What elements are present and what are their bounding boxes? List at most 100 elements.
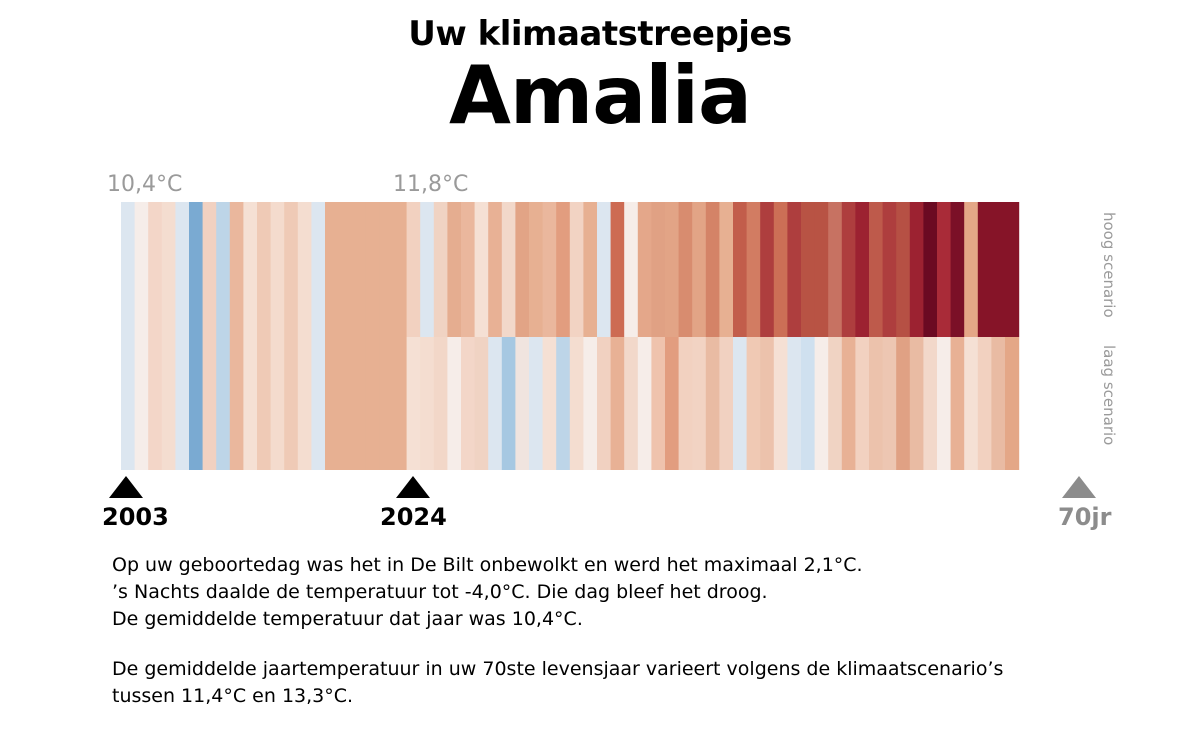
stripe-high-scenario-5 (461, 202, 476, 337)
stripe-low-scenario-29 (787, 337, 802, 470)
stripe-high-scenario-20 (665, 202, 680, 337)
stripe-high-scenario-12 (556, 202, 571, 337)
stripe-high-scenario-33 (841, 202, 856, 337)
stripe-high-scenario-21 (678, 202, 693, 337)
stripe-low-scenario-2 (420, 337, 435, 470)
stripe-low-scenario-34 (855, 337, 870, 470)
stripe-past-2007 (175, 202, 190, 470)
stripe-low-scenario-32 (828, 337, 843, 470)
stripe-past-2009 (202, 202, 217, 470)
stripe-low-scenario-13 (569, 337, 584, 470)
text-line-5: tussen 11,4°C en 13,3°C. (112, 685, 354, 707)
birth-year-marker-icon (109, 476, 143, 498)
birthday-weather-text: Op uw geboortedag was het in De Bilt onb… (112, 552, 1112, 633)
text-line-1: Op uw geboortedag was het in De Bilt onb… (112, 554, 863, 576)
current-temp-label: 11,8°C (393, 172, 469, 197)
stripe-low-scenario-10 (529, 337, 544, 470)
stripe-past-2013 (257, 202, 272, 470)
stripe-low-scenario-38 (909, 337, 924, 470)
stripe-low-scenario-26 (746, 337, 761, 470)
stripe-past-2006 (161, 202, 176, 470)
age-70-marker-icon (1062, 476, 1096, 498)
current-year-marker-icon (396, 476, 430, 498)
stripe-high-scenario-24 (719, 202, 734, 337)
stripe-high-scenario-16 (610, 202, 625, 337)
stripe-high-scenario-34 (855, 202, 870, 337)
page-subtitle: Uw klimaatstreepjes (408, 14, 792, 54)
stripe-high-scenario-35 (869, 202, 884, 337)
low-scenario-label: laag scenario (1100, 345, 1118, 446)
stripe-high-scenario-38 (909, 202, 924, 337)
stripe-high-scenario-13 (569, 202, 584, 337)
stripe-high-scenario-45 (1005, 202, 1020, 337)
stripe-high-scenario-26 (746, 202, 761, 337)
stripe-high-scenario-8 (501, 202, 516, 337)
stripe-high-scenario-18 (637, 202, 652, 337)
birth-temp-label: 10,4°C (107, 172, 183, 197)
stripe-past-2022 (379, 202, 394, 470)
stripe-high-scenario-28 (773, 202, 788, 337)
stripe-high-scenario-25 (733, 202, 748, 337)
stripe-high-scenario-44 (991, 202, 1006, 337)
stripe-past-2019 (338, 202, 353, 470)
climate-stripes-chart (121, 202, 1020, 470)
stripe-high-scenario-40 (937, 202, 952, 337)
stripe-low-scenario-28 (773, 337, 788, 470)
text-line-4: De gemiddelde jaartemperatuur in uw 70st… (112, 658, 1004, 680)
stripe-high-scenario-15 (597, 202, 612, 337)
stripe-high-scenario-43 (977, 202, 992, 337)
stripe-low-scenario-18 (637, 337, 652, 470)
stripe-low-scenario-21 (678, 337, 693, 470)
stripe-low-scenario-31 (814, 337, 829, 470)
stripe-low-scenario-24 (719, 337, 734, 470)
stripe-low-scenario-9 (515, 337, 530, 470)
birth-year-label: 2003 (102, 503, 169, 531)
stripe-high-scenario-1 (406, 202, 421, 337)
stripe-low-scenario-40 (937, 337, 952, 470)
stripe-low-scenario-5 (461, 337, 476, 470)
stripe-high-scenario-17 (624, 202, 639, 337)
stripe-low-scenario-41 (950, 337, 965, 470)
stripe-low-scenario-12 (556, 337, 571, 470)
stripe-high-scenario-23 (705, 202, 720, 337)
stripe-high-scenario-11 (542, 202, 557, 337)
stripe-low-scenario-3 (433, 337, 448, 470)
stripe-past-2011 (229, 202, 244, 470)
stripe-past-2014 (270, 202, 285, 470)
stripe-high-scenario-9 (515, 202, 530, 337)
stripe-past-2018 (325, 202, 340, 470)
text-line-3: De gemiddelde temperatuur dat jaar was 1… (112, 608, 583, 630)
stripe-low-scenario-7 (488, 337, 503, 470)
stripe-high-scenario-31 (814, 202, 829, 337)
stripe-low-scenario-1 (406, 337, 421, 470)
stripe-high-scenario-36 (882, 202, 897, 337)
stripe-high-scenario-27 (760, 202, 775, 337)
stripe-low-scenario-23 (705, 337, 720, 470)
stripe-past-2004 (134, 202, 149, 470)
stripe-low-scenario-22 (692, 337, 707, 470)
stripe-past-2023 (393, 202, 408, 470)
text-line-2: ’s Nachts daalde de temperatuur tot -4,0… (112, 581, 768, 603)
stripe-past-2020 (352, 202, 367, 470)
stripe-past-2016 (297, 202, 312, 470)
stripe-high-scenario-30 (801, 202, 816, 337)
stripe-low-scenario-4 (447, 337, 462, 470)
stripe-high-scenario-6 (474, 202, 489, 337)
high-scenario-label: hoog scenario (1100, 212, 1118, 318)
stripe-low-scenario-11 (542, 337, 557, 470)
stripe-past-2003 (121, 202, 136, 470)
stripe-low-scenario-37 (896, 337, 911, 470)
stripe-high-scenario-2 (420, 202, 435, 337)
stripe-high-scenario-37 (896, 202, 911, 337)
stripe-low-scenario-15 (597, 337, 612, 470)
stripe-low-scenario-35 (869, 337, 884, 470)
stripe-low-scenario-30 (801, 337, 816, 470)
stripe-high-scenario-19 (651, 202, 666, 337)
stripe-low-scenario-14 (583, 337, 598, 470)
current-year-label: 2024 (380, 503, 447, 531)
stripe-low-scenario-36 (882, 337, 897, 470)
stripe-low-scenario-39 (923, 337, 938, 470)
stripe-low-scenario-8 (501, 337, 516, 470)
stripe-past-2010 (216, 202, 231, 470)
stripe-high-scenario-22 (692, 202, 707, 337)
